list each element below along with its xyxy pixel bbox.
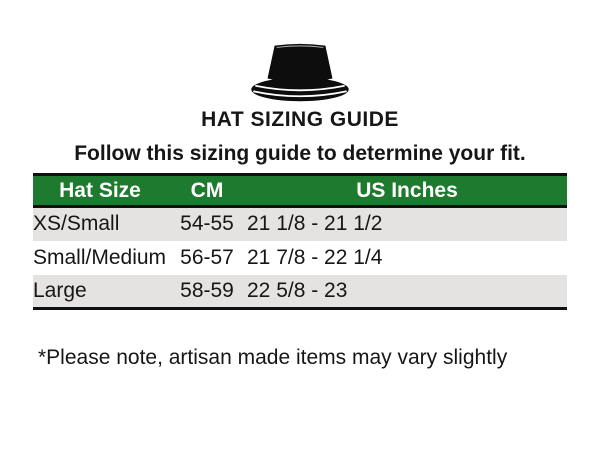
column-header-cm: CM bbox=[167, 174, 247, 209]
cell-cm: 58-59 bbox=[180, 278, 234, 302]
column-header-hat-size: Hat Size bbox=[33, 174, 167, 209]
table-row: Large 58-59 22 5/8 - 23 bbox=[33, 274, 567, 309]
cell-cm: 56-57 bbox=[180, 245, 234, 269]
cell-us-inches: 22 5/8 - 23 bbox=[247, 278, 348, 302]
page-title: HAT SIZING GUIDE bbox=[201, 108, 399, 131]
cell-hat-size: Large bbox=[33, 278, 87, 302]
table-row: XS/Small 54-55 21 1/8 - 21 1/2 bbox=[33, 206, 567, 241]
sizing-table: Hat Size CM US Inches XS/Small 54-55 21 … bbox=[33, 173, 567, 311]
table-header-row: Hat Size CM US Inches bbox=[33, 174, 567, 209]
table-row: Small/Medium 56-57 21 7/8 - 22 1/4 bbox=[33, 240, 567, 275]
cell-us-inches: 21 7/8 - 22 1/4 bbox=[247, 245, 383, 269]
bucket-hat-icon bbox=[234, 42, 366, 104]
footer-note: *Please note, artisan made items may var… bbox=[38, 346, 508, 370]
cell-hat-size: XS/Small bbox=[33, 212, 120, 236]
cell-us-inches: 21 1/8 - 21 1/2 bbox=[247, 212, 383, 236]
cell-cm: 54-55 bbox=[180, 212, 234, 236]
column-header-us-inches: US Inches bbox=[247, 174, 567, 209]
cell-hat-size: Small/Medium bbox=[33, 245, 167, 269]
subtitle: Follow this sizing guide to determine yo… bbox=[74, 142, 526, 166]
